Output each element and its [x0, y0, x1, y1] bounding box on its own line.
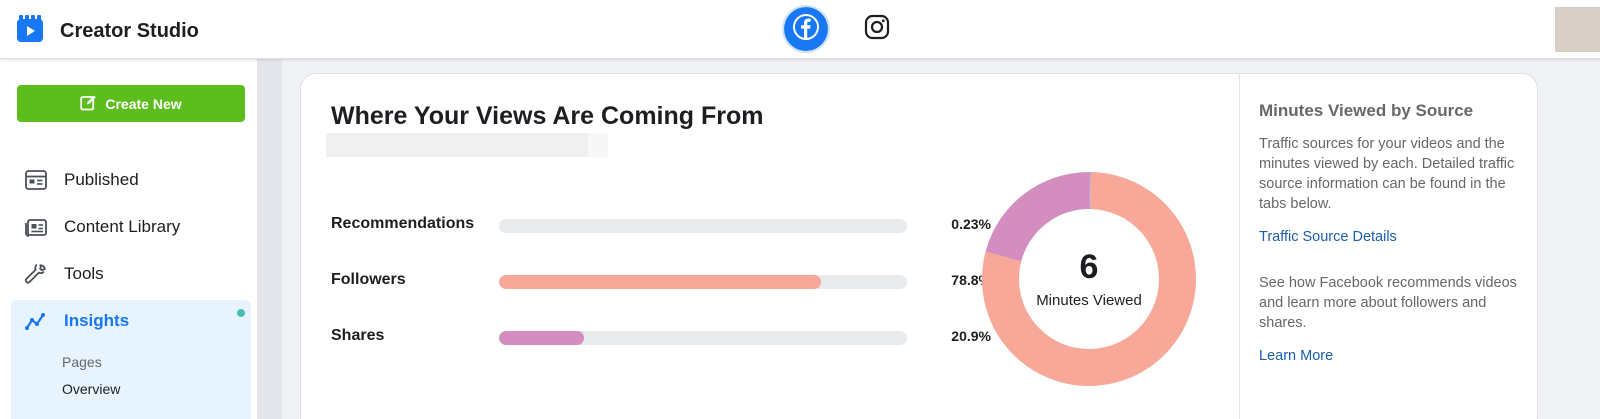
edit-icon: [80, 94, 105, 114]
info-text-recommend: See how Facebook recommends videos and l…: [1259, 275, 1517, 331]
submenu-section-pages: Pages: [62, 354, 102, 370]
instagram-tab[interactable]: [862, 14, 892, 44]
source-label: Shares: [331, 327, 385, 344]
progress-track: [499, 219, 907, 233]
create-new-button[interactable]: Create New: [17, 85, 245, 122]
sidebar-scrollbar[interactable]: [257, 59, 282, 419]
minutes-viewed-donut: [982, 172, 1196, 386]
source-percent: 78.8%: [951, 272, 991, 288]
source-label: Recommendations: [331, 215, 475, 232]
app-title: Creator Studio: [60, 19, 199, 42]
sidebar-item-content-library[interactable]: Content Library: [11, 206, 251, 248]
source-percent: 0.23%: [951, 216, 991, 232]
loading-placeholder: [326, 133, 608, 157]
progress-fill: [499, 331, 585, 345]
progress-fill: [499, 219, 501, 233]
card-divider: [1239, 74, 1240, 419]
source-percent: 20.9%: [951, 328, 991, 344]
facebook-icon: [793, 13, 819, 45]
create-new-label: Create New: [105, 95, 182, 112]
donut-slice-recommendations: [1089, 172, 1091, 210]
facebook-tab[interactable]: [782, 5, 830, 53]
sidebar-item-insights[interactable]: Insights: [11, 300, 251, 342]
instagram-icon: [864, 14, 890, 45]
sidebar-item-published[interactable]: Published: [11, 159, 251, 201]
insights-icon: [22, 307, 50, 335]
progress-track: [499, 331, 907, 345]
sidebar-item-label: Insights: [64, 311, 130, 330]
source-row-recommendations: Recommendations 0.23%: [331, 212, 991, 236]
source-row-shares: Shares 20.9%: [331, 324, 991, 348]
donut-label: Minutes Viewed: [1036, 292, 1142, 309]
submenu-item-overview[interactable]: Overview: [62, 381, 121, 397]
views-source-card: Where Your Views Are Coming From Recomme…: [300, 73, 1538, 419]
published-icon: [22, 166, 50, 194]
source-row-followers: Followers 78.8%: [331, 268, 991, 292]
sidebar-item-tools[interactable]: Tools: [11, 253, 251, 295]
avatar[interactable]: [1555, 7, 1600, 52]
progress-fill: [499, 275, 821, 289]
top-bar: Creator Studio: [0, 0, 1600, 59]
donut-slice-shares: [985, 172, 1089, 262]
info-heading: Minutes Viewed by Source: [1259, 101, 1474, 120]
content-library-icon: [22, 213, 50, 241]
brand[interactable]: Creator Studio: [17, 15, 199, 47]
progress-track: [499, 275, 907, 289]
traffic-source-details-link[interactable]: Traffic Source Details: [1259, 229, 1397, 245]
wrench-icon: [22, 260, 50, 288]
card-title: Where Your Views Are Coming From: [331, 102, 764, 130]
donut-value: 6: [1079, 248, 1099, 286]
source-label: Followers: [331, 271, 406, 288]
donut-slice-followers: [982, 172, 1196, 386]
insights-submenu: Pages Overview: [11, 338, 251, 419]
sidebar-item-label: Content Library: [64, 217, 181, 236]
sidebar-item-label: Tools: [64, 264, 104, 283]
info-text-traffic: Traffic sources for your videos and the …: [1259, 136, 1515, 212]
sidebar-item-label: Published: [64, 170, 139, 189]
notification-dot: [237, 309, 245, 317]
learn-more-link[interactable]: Learn More: [1259, 348, 1334, 364]
creator-studio-logo-icon: [17, 15, 43, 47]
sidebar: Create New Published Content Li: [0, 59, 257, 419]
